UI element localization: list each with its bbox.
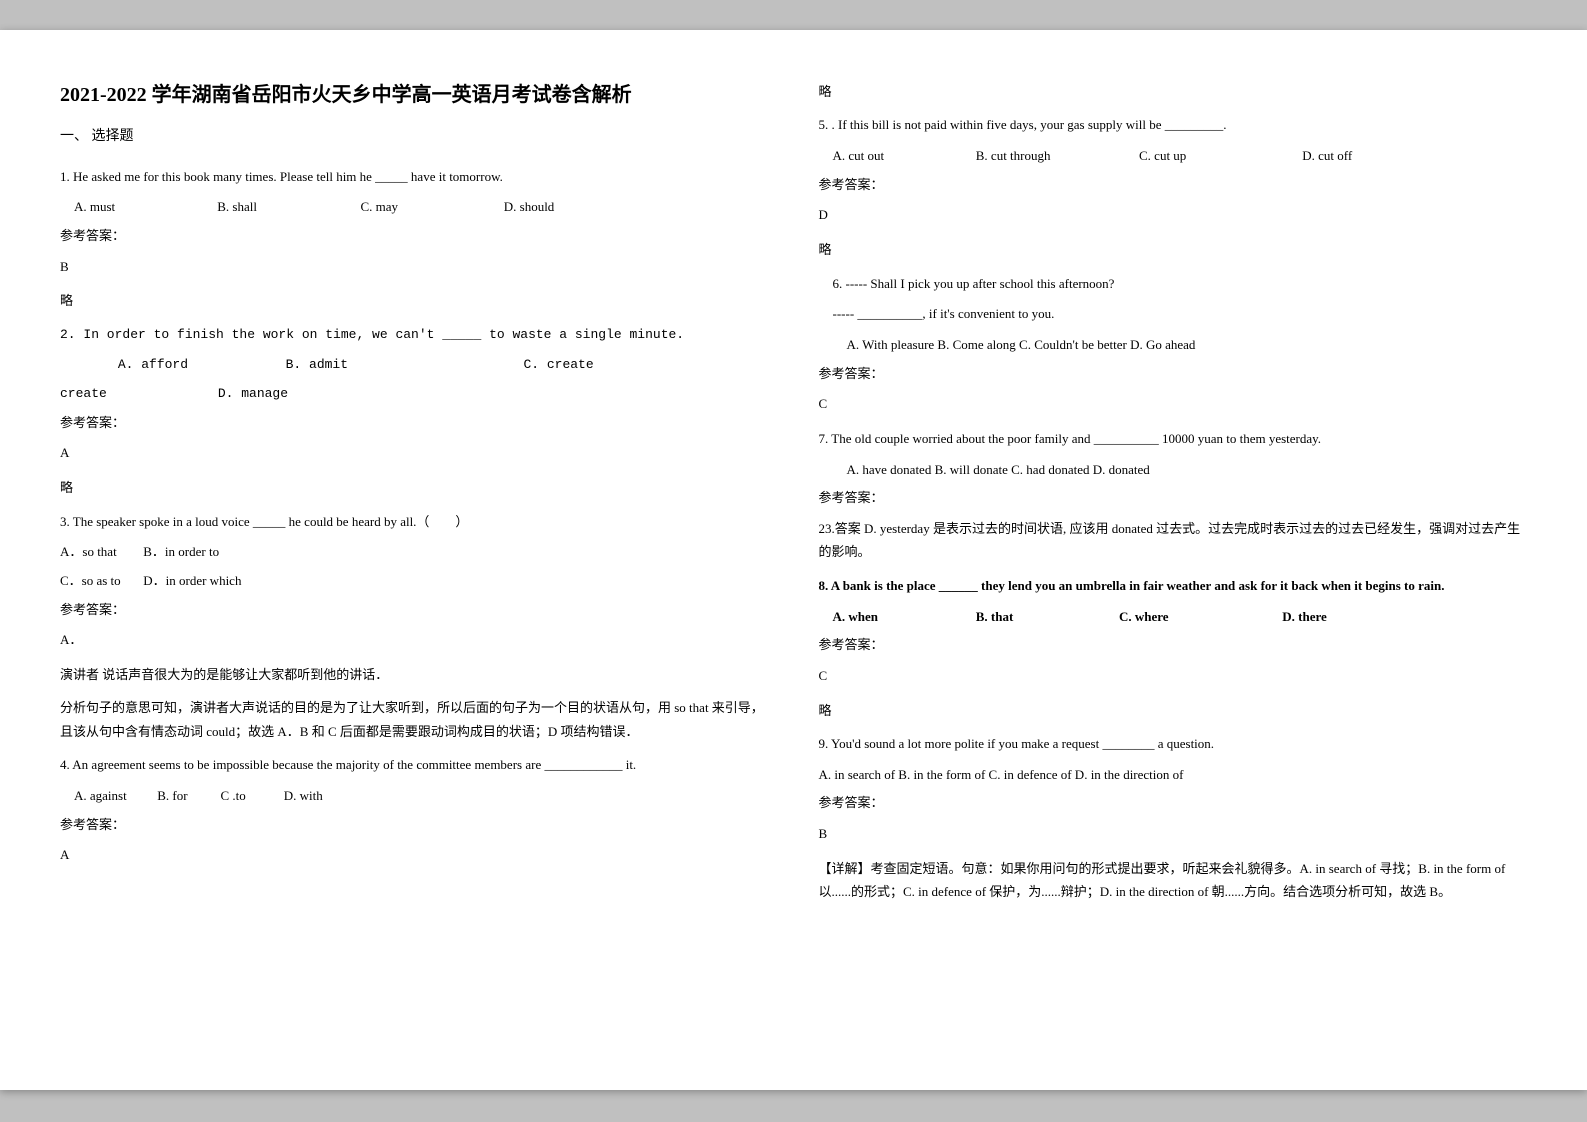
- question-2-options: A. afford B. admit C. create: [60, 353, 769, 378]
- q3-answer-label: 参考答案：: [60, 598, 769, 623]
- q7-answer: 23.答案 D. yesterday 是表示过去的时间状语, 应该用 donat…: [819, 517, 1528, 564]
- q2-opt-d: D. manage: [218, 382, 288, 407]
- question-1-options: A. must B. shall C. may D. should: [60, 195, 769, 220]
- q2-opt-c2: create: [60, 382, 210, 407]
- question-3-text: 3. The speaker spoke in a loud voice ___…: [60, 510, 769, 535]
- question-1-text: 1. He asked me for this book many times.…: [60, 165, 769, 190]
- question-6-text1: 6. ----- Shall I pick you up after schoo…: [819, 272, 1528, 297]
- question-9-options: A. in search of B. in the form of C. in …: [819, 763, 1528, 788]
- q3-exp1: 演讲者 说话声音很大为的是能够让大家都听到他的讲话．: [60, 663, 769, 686]
- q5-opt-c: C. cut up: [1139, 144, 1299, 169]
- question-7-options: A. have donated B. will donate C. had do…: [819, 458, 1528, 483]
- question-8-options: A. when B. that C. where D. there: [819, 605, 1528, 630]
- question-8-text: 8. A bank is the place ______ they lend …: [819, 574, 1528, 599]
- left-column: 2021-2022 学年湖南省岳阳市火天乡中学高一英语月考试卷含解析 一、 选择…: [60, 80, 769, 1040]
- q4-opt-a: A. against: [74, 784, 154, 809]
- question-6-options: A. With pleasure B. Come along C. Couldn…: [819, 333, 1528, 358]
- question-3-options-row1: A．so that B．in order to: [60, 540, 769, 565]
- question-9-text: 9. You'd sound a lot more polite if you …: [819, 732, 1528, 757]
- question-4-options: A. against B. for C .to D. with: [60, 784, 769, 809]
- question-7-text: 7. The old couple worried about the poor…: [819, 427, 1528, 452]
- question-5-options: A. cut out B. cut through C. cut up D. c…: [819, 144, 1528, 169]
- q3-opt-c: C．so as to: [60, 569, 140, 594]
- q1-answer-label: 参考答案：: [60, 224, 769, 249]
- q1-answer: B: [60, 255, 769, 280]
- q5-opt-a: A. cut out: [833, 144, 973, 169]
- q4-answer: A: [60, 843, 769, 868]
- q7-answer-label: 参考答案：: [819, 486, 1528, 511]
- right-column: 略 5. . If this bill is not paid within f…: [819, 80, 1528, 1040]
- q1-opt-a: A. must: [74, 195, 214, 220]
- question-2-options-line2: create D. manage: [60, 382, 769, 407]
- q2-opt-b: B. admit: [286, 353, 516, 378]
- q9-exp: 【详解】考查固定短语。句意：如果你用问句的形式提出要求，听起来会礼貌得多。A. …: [819, 857, 1528, 904]
- q1-opt-c: C. may: [361, 195, 501, 220]
- q6-answer-label: 参考答案：: [819, 362, 1528, 387]
- q5-answer: D: [819, 203, 1528, 228]
- exam-title: 2021-2022 学年湖南省岳阳市火天乡中学高一英语月考试卷含解析: [60, 80, 769, 110]
- question-2-text: 2. In order to finish the work on time, …: [60, 323, 769, 348]
- q8-answer: C: [819, 664, 1528, 689]
- question-3-options-row2: C．so as to D．in order which: [60, 569, 769, 594]
- q4-opt-d: D. with: [284, 784, 323, 809]
- q3-answer: A．: [60, 628, 769, 653]
- q5-answer-label: 参考答案：: [819, 173, 1528, 198]
- q5-note: 略: [819, 238, 1528, 261]
- question-5-text: 5. . If this bill is not paid within fiv…: [819, 113, 1528, 138]
- q3-exp2: 分析句子的意思可知，演讲者大声说话的目的是为了让大家听到，所以后面的句子为一个目…: [60, 696, 769, 743]
- q1-opt-b: B. shall: [217, 195, 357, 220]
- q8-opt-d: D. there: [1282, 605, 1327, 630]
- q2-answer-label: 参考答案：: [60, 411, 769, 436]
- q8-opt-c: C. where: [1119, 605, 1279, 630]
- q8-answer-label: 参考答案：: [819, 633, 1528, 658]
- q8-opt-b: B. that: [976, 605, 1116, 630]
- q3-opt-d: D．in order which: [143, 569, 241, 594]
- exam-page: 2021-2022 学年湖南省岳阳市火天乡中学高一英语月考试卷含解析 一、 选择…: [0, 30, 1587, 1090]
- q4-opt-b: B. for: [157, 784, 217, 809]
- q3-opt-a: A．so that: [60, 540, 140, 565]
- col2-note: 略: [819, 80, 1528, 103]
- q9-answer-label: 参考答案：: [819, 791, 1528, 816]
- q1-note: 略: [60, 289, 769, 312]
- q9-answer: B: [819, 822, 1528, 847]
- q2-answer: A: [60, 441, 769, 466]
- question-6-text2: ----- __________, if it's convenient to …: [819, 302, 1528, 327]
- q2-opt-a: A. afford: [118, 353, 278, 378]
- q8-note: 略: [819, 699, 1528, 722]
- q2-opt-c: C. create: [523, 353, 593, 378]
- q6-answer: C: [819, 392, 1528, 417]
- section-header: 一、 选择题: [60, 124, 769, 151]
- q5-opt-d: D. cut off: [1302, 144, 1352, 169]
- q1-opt-d: D. should: [504, 195, 555, 220]
- question-4-text: 4. An agreement seems to be impossible b…: [60, 753, 769, 778]
- q5-opt-b: B. cut through: [976, 144, 1136, 169]
- q8-opt-a: A. when: [833, 605, 973, 630]
- q2-note: 略: [60, 476, 769, 499]
- q4-opt-c: C .to: [221, 784, 281, 809]
- q3-opt-b: B．in order to: [143, 540, 219, 565]
- q4-answer-label: 参考答案：: [60, 813, 769, 838]
